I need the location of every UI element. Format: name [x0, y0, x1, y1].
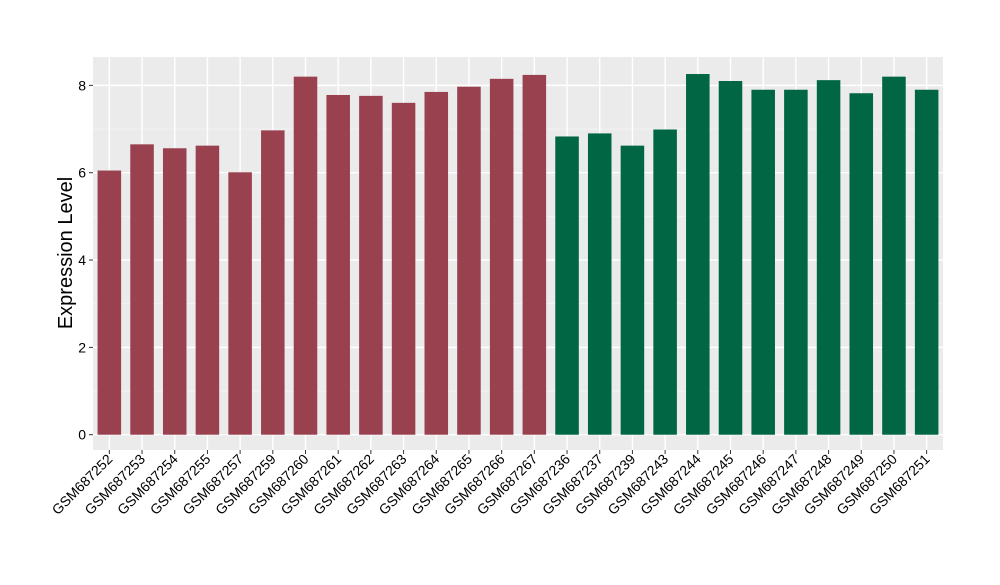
bars [97, 74, 939, 435]
y-axis-title: Expression Level [55, 177, 77, 329]
bar-GSM687248 [816, 80, 841, 435]
bar-GSM687246 [751, 89, 775, 435]
bar-GSM687239 [620, 145, 645, 435]
bar-GSM687266 [489, 78, 514, 435]
y-tick-label: 4 [78, 252, 86, 268]
x-axis: GSM687252GSM687253GSM687254GSM687255GSM6… [49, 450, 933, 518]
bar-GSM687265 [457, 86, 481, 435]
bar-GSM687245 [718, 81, 743, 435]
y-tick-label: 2 [78, 339, 86, 355]
y-tick-label: 6 [78, 165, 86, 181]
bar-GSM687247 [784, 89, 808, 435]
bar-GSM687267 [522, 74, 547, 435]
bar-GSM687254 [162, 148, 187, 435]
bar-GSM687264 [424, 91, 449, 435]
bar-GSM687252 [97, 170, 122, 435]
bar-GSM687236 [555, 136, 579, 435]
y-axis: 0 2 4 6 8 [78, 77, 93, 443]
bar-GSM687249 [849, 93, 874, 435]
bar-GSM687253 [130, 144, 154, 435]
y-tick-label: 0 [78, 427, 86, 443]
bar-GSM687244 [686, 74, 710, 435]
bar-GSM687261 [326, 94, 350, 435]
bar-GSM687251 [914, 89, 939, 435]
bar-GSM687259 [261, 130, 285, 435]
bar-GSM687263 [391, 102, 416, 435]
bar-GSM687243 [653, 129, 677, 435]
bar-GSM687237 [587, 133, 612, 435]
bar-GSM687257 [228, 172, 252, 435]
bar-GSM687255 [195, 145, 220, 435]
bar-GSM687262 [359, 95, 383, 435]
bar-GSM687260 [293, 76, 318, 435]
bar-GSM687250 [882, 76, 906, 435]
y-tick-label: 8 [78, 77, 86, 93]
